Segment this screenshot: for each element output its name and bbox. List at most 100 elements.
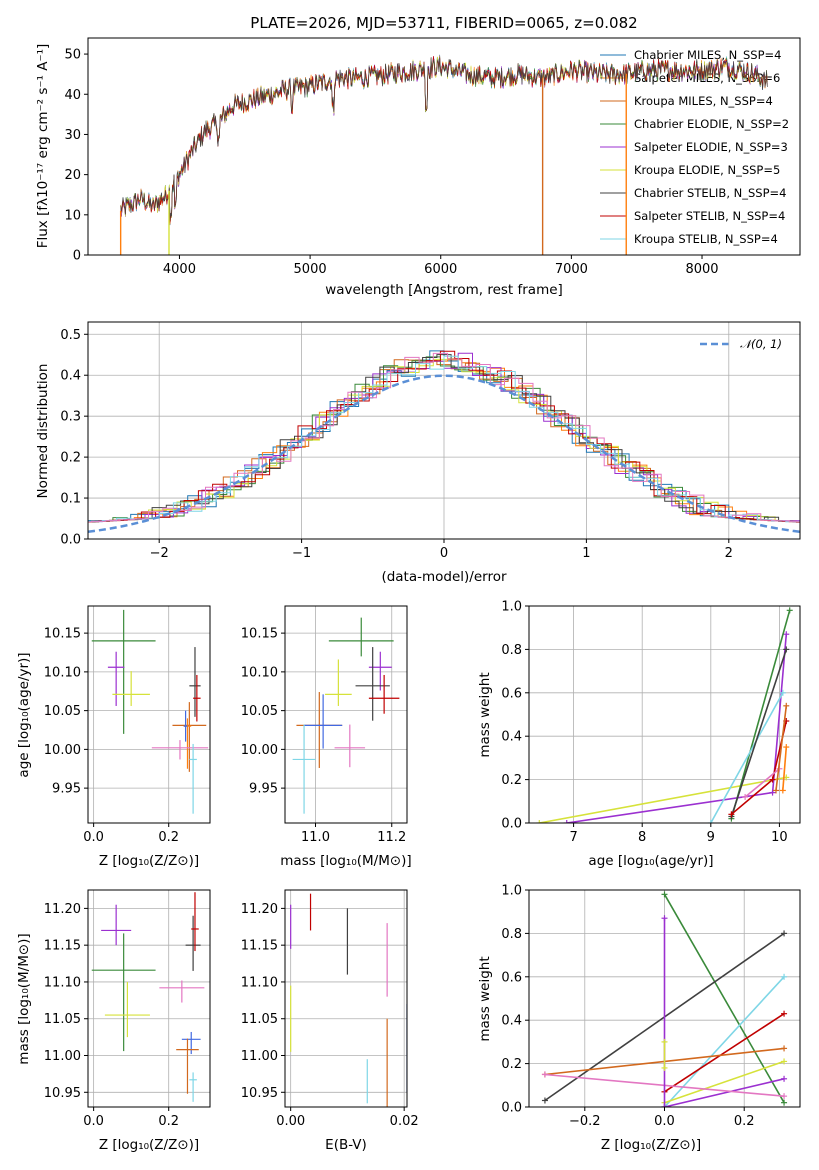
mwAge-ylabel: mass weight bbox=[477, 672, 493, 757]
plot-area bbox=[292, 617, 400, 814]
y-tick-label: 10.00 bbox=[241, 743, 278, 758]
errorbar-point-chabrier-stelib bbox=[189, 647, 201, 717]
errorbar-point-kroupa-elodie bbox=[112, 671, 150, 706]
errorbar-point-extra-pink bbox=[334, 724, 366, 768]
massE-xlabel: E(B-V) bbox=[325, 1137, 367, 1153]
normal-legend-label: 𝒩(0, 1) bbox=[740, 337, 782, 351]
y-tick-label: 0.5 bbox=[60, 328, 81, 343]
legend-entry-salpeter-elodie: Salpeter ELODIE, N_SSP=3 bbox=[600, 140, 788, 154]
massweight-line-kroupa-stelib bbox=[710, 692, 784, 823]
histogram-salpeter-stelib bbox=[88, 350, 800, 523]
residuals-ylabel: Normed distribution bbox=[35, 364, 51, 499]
spectrum-title: PLATE=2026, MJD=53711, FIBERID=0065, z=0… bbox=[250, 14, 637, 32]
y-tick-label: 10.10 bbox=[44, 665, 81, 680]
y-tick-label: 0.1 bbox=[60, 492, 81, 507]
massweight-line-salpeter-elodie bbox=[664, 1078, 785, 1107]
errorbar-point-extra-blue bbox=[181, 1031, 201, 1055]
plot-area bbox=[91, 609, 209, 814]
y-tick-label: 11.05 bbox=[44, 1012, 81, 1027]
legend-label: Chabrier MILES, N_SSP=4 bbox=[634, 48, 781, 62]
x-tick-label: 0.2 bbox=[734, 1114, 755, 1129]
errorbar-point-kroupa-miles bbox=[176, 1038, 199, 1094]
x-tick-label: 0 bbox=[440, 546, 448, 561]
massweight-line-chabrier-elodie bbox=[730, 610, 791, 819]
spectrum-panel: PLATE=2026, MJD=53711, FIBERID=0065, z=0… bbox=[35, 14, 801, 298]
y-tick-label: 0.2 bbox=[60, 451, 81, 466]
legend-entry-kroupa-miles: Kroupa MILES, N_SSP=4 bbox=[600, 94, 773, 108]
errorbar-point-salpeter-elodie bbox=[107, 651, 125, 706]
legend-entry-kroupa-stelib: Kroupa STELIB, N_SSP=4 bbox=[600, 232, 778, 246]
x-tick-label: 11.0 bbox=[301, 830, 330, 845]
plot-area bbox=[119, 54, 768, 255]
y-tick-label: 10.05 bbox=[44, 704, 81, 719]
normal-curve bbox=[88, 374, 800, 534]
x-tick-label: 2 bbox=[725, 546, 733, 561]
y-tick-label: 10.00 bbox=[44, 743, 81, 758]
y-tick-label: 10.15 bbox=[44, 627, 81, 642]
x-tick-label: 8000 bbox=[685, 262, 718, 277]
massZ-xlabel: Z [log₁₀(Z/Z⊙)] bbox=[99, 1137, 199, 1153]
errorbar-point-extra-blue bbox=[304, 694, 343, 749]
ageZ-ylabel: age [log₁₀(age/yr)] bbox=[16, 652, 32, 777]
y-tick-label: 50 bbox=[64, 48, 81, 63]
histogram-chabrier-stelib bbox=[88, 354, 800, 523]
errorbar-point-salpeter-stelib bbox=[368, 674, 400, 714]
ageM-xlabel: mass [log₁₀(M/M⊙)] bbox=[280, 853, 411, 869]
x-tick-label: 8 bbox=[638, 830, 646, 845]
legend-entry-chabrier-miles: Chabrier MILES, N_SSP=4 bbox=[600, 48, 781, 62]
errorbar-point-kroupa-stelib bbox=[189, 743, 197, 814]
y-tick-label: 11.10 bbox=[241, 975, 278, 990]
legend-label: Kroupa MILES, N_SSP=4 bbox=[634, 94, 773, 108]
x-tick-label: 0.0 bbox=[83, 830, 104, 845]
y-tick-label: 0.6 bbox=[501, 970, 522, 985]
legend-entry-chabrier-elodie: Chabrier ELODIE, N_SSP=2 bbox=[600, 117, 789, 131]
y-tick-label: 0.2 bbox=[501, 773, 522, 788]
plot-area bbox=[91, 892, 205, 1102]
y-tick-label: 0.8 bbox=[501, 927, 522, 942]
errorbar-point-extra-pink bbox=[159, 980, 205, 1003]
x-tick-label: 4000 bbox=[163, 262, 196, 277]
massweight-vs-age-panel: age [log₁₀(age/yr)] mass weight 7 8 9 10 0.0… bbox=[477, 600, 801, 869]
massweight-line-kroupa-elodie bbox=[539, 776, 787, 823]
spectrum-line-chabrier-stelib bbox=[120, 57, 768, 221]
x-tick-label: −0.2 bbox=[569, 1114, 601, 1129]
errorbar-point-kroupa-stelib bbox=[292, 724, 316, 814]
mwAge-xlabel: age [log₁₀(age/yr)] bbox=[588, 853, 713, 869]
errorbar-point-salpeter-stelib bbox=[191, 892, 199, 952]
massweight-line-chabrier-stelib bbox=[730, 649, 788, 817]
massweight-line-extra-pink bbox=[744, 768, 780, 798]
y-tick-label: 11.20 bbox=[241, 902, 278, 917]
x-tick-label: 5000 bbox=[294, 262, 327, 277]
axes-frame bbox=[284, 889, 408, 1108]
errorbar-point-chabrier-elodie bbox=[91, 609, 156, 734]
y-tick-label: 30 bbox=[64, 128, 81, 143]
spectrum-legend: Chabrier MILES, N_SSP=4 Salpeter MILES, … bbox=[600, 48, 789, 246]
y-tick-label: 0.6 bbox=[501, 686, 522, 701]
errorbar-point-extra-pink bbox=[151, 740, 209, 760]
y-tick-label: 0 bbox=[73, 249, 81, 264]
x-tick-label: 0.02 bbox=[390, 1114, 419, 1129]
legend-label: Kroupa STELIB, N_SSP=4 bbox=[634, 232, 778, 246]
legend-label: Salpeter STELIB, N_SSP=4 bbox=[634, 209, 785, 223]
y-tick-label: 11.00 bbox=[241, 1049, 278, 1064]
y-tick-label: 0.2 bbox=[501, 1057, 522, 1072]
x-tick-label: −2 bbox=[150, 546, 169, 561]
y-tick-label: 10.95 bbox=[241, 1086, 278, 1101]
errorbar-point-extra-blue bbox=[183, 710, 188, 742]
legend-label: Salpeter ELODIE, N_SSP=3 bbox=[634, 140, 788, 154]
x-tick-label: 11.2 bbox=[377, 830, 406, 845]
mwZ-ylabel: mass weight bbox=[477, 956, 493, 1041]
x-tick-label: 7 bbox=[569, 830, 577, 845]
y-tick-label: 0.3 bbox=[60, 410, 81, 425]
y-tick-label: 11.15 bbox=[44, 939, 81, 954]
y-tick-label: 1.0 bbox=[501, 884, 522, 899]
mwZ-xlabel: Z [log₁₀(Z/Z⊙)] bbox=[601, 1137, 701, 1153]
x-tick-label: 0.0 bbox=[83, 1114, 104, 1129]
errorbar-point-kroupa-elodie bbox=[104, 981, 150, 1038]
residuals-xlabel: (data-model)/error bbox=[381, 569, 507, 585]
y-tick-label: 0.0 bbox=[501, 817, 522, 832]
y-tick-label: 11.00 bbox=[44, 1049, 81, 1064]
y-tick-label: 10.05 bbox=[241, 704, 278, 719]
